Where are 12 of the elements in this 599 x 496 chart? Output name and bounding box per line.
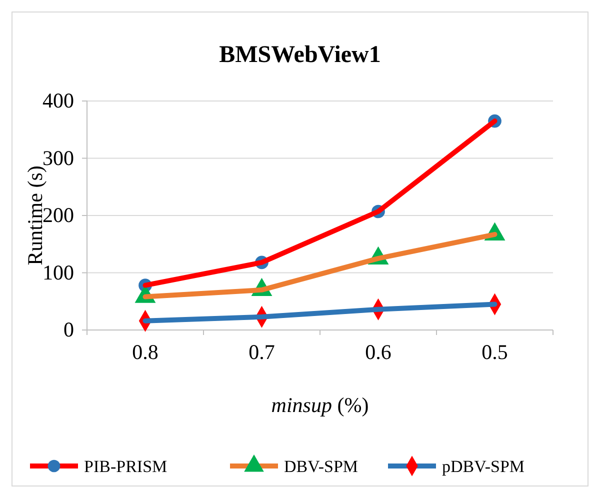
- legend-label: pDBV-SPM: [442, 457, 525, 476]
- y-tick-label: 400: [42, 88, 74, 113]
- x-tick-label: 0.5: [482, 340, 508, 364]
- x-tick-label: 0.6: [365, 340, 392, 364]
- y-tick-label: 100: [42, 260, 74, 284]
- x-axis-title: minsup (%): [271, 393, 369, 417]
- x-tick-label: 0.8: [132, 340, 158, 364]
- x-tick-label: 0.7: [248, 340, 275, 364]
- legend-label: PIB-PRISM: [84, 457, 168, 476]
- chart-title: BMSWebView1: [219, 42, 381, 68]
- legend-label: DBV-SPM: [284, 457, 358, 476]
- y-tick-label: 0: [64, 318, 74, 342]
